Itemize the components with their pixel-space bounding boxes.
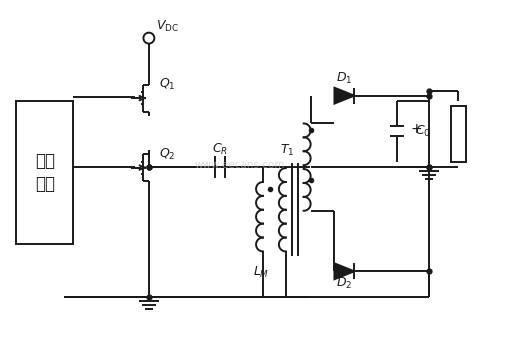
Polygon shape: [335, 88, 354, 104]
Text: $V_{\mathrm{DC}}$: $V_{\mathrm{DC}}$: [156, 19, 179, 34]
Text: 控制
电路: 控制 电路: [35, 152, 55, 193]
Text: $Q_1$: $Q_1$: [159, 77, 175, 92]
Text: $D_1$: $D_1$: [336, 71, 353, 86]
Text: $C_0$: $C_0$: [415, 124, 431, 139]
Bar: [451, 105, 466, 162]
Text: +: +: [411, 122, 423, 136]
Bar: [16, 100, 73, 244]
Text: $C_R$: $C_R$: [212, 142, 228, 157]
Text: $T_1$: $T_1$: [280, 143, 294, 158]
Text: www.eecans.com: www.eecans.com: [195, 160, 286, 170]
Text: $L_M$: $L_M$: [253, 265, 269, 280]
Text: $Q_2$: $Q_2$: [159, 147, 175, 162]
Text: $D_2$: $D_2$: [336, 276, 353, 291]
Polygon shape: [335, 264, 354, 279]
